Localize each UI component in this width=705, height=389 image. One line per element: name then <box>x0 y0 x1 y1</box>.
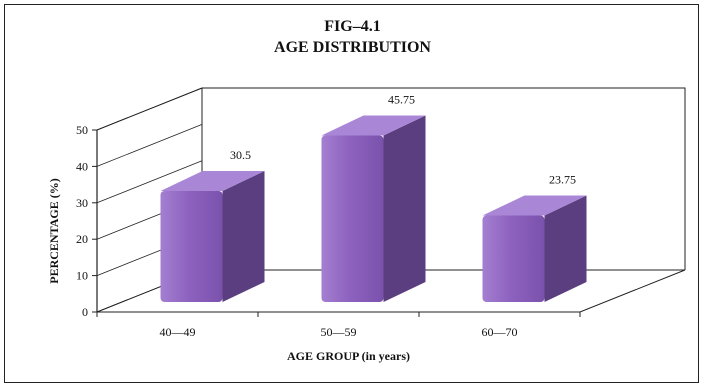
bar-data-label: 23.75 <box>549 173 576 187</box>
bar-side-face <box>383 115 426 302</box>
bar-side-face <box>544 195 587 302</box>
bar-data-label: 30.5 <box>230 148 251 162</box>
bars-layer <box>160 115 587 302</box>
bar-front-face <box>160 190 223 302</box>
labels-layer: 0 10 20 30 40 50 40—49 50—59 60—70 AGE GROUP (in … <box>47 92 576 363</box>
bar <box>321 115 426 302</box>
y-tick-label: 10 <box>76 269 88 283</box>
y-tick-depth-line <box>96 87 203 131</box>
y-tick-label: 20 <box>76 232 88 246</box>
x-axis-title: AGE GROUP (in years) <box>287 349 410 363</box>
chart-title: FIG–4.1 <box>324 18 381 35</box>
y-tick-depth-line <box>96 124 203 167</box>
bar-front-face <box>482 215 545 302</box>
bar <box>482 195 587 302</box>
bar <box>160 170 265 302</box>
chart-subtitle: AGE DISTRIBUTION <box>274 39 431 56</box>
bar-side-face <box>222 170 265 302</box>
bar-front-face <box>321 135 384 302</box>
x-tick-label: 40—49 <box>160 325 196 339</box>
y-tick-label: 30 <box>76 196 88 210</box>
chart-title-block: FIG–4.1 AGE DISTRIBUTION <box>0 16 705 58</box>
bar-top-face <box>482 195 587 216</box>
y-tick-depth-line <box>96 160 203 204</box>
y-tick-label: 40 <box>76 159 88 173</box>
x-tick-label: 50—59 <box>321 325 357 339</box>
y-tick-label: 0 <box>82 305 88 319</box>
bar-data-label: 45.75 <box>388 92 415 106</box>
y-axis-title: PERCENTAGE (%) <box>47 178 61 283</box>
bar-top-face <box>321 115 426 136</box>
y-tick-label: 50 <box>76 123 88 137</box>
x-tick-label: 60—70 <box>482 325 518 339</box>
bar-top-face <box>160 170 265 191</box>
back-wall <box>202 87 686 270</box>
